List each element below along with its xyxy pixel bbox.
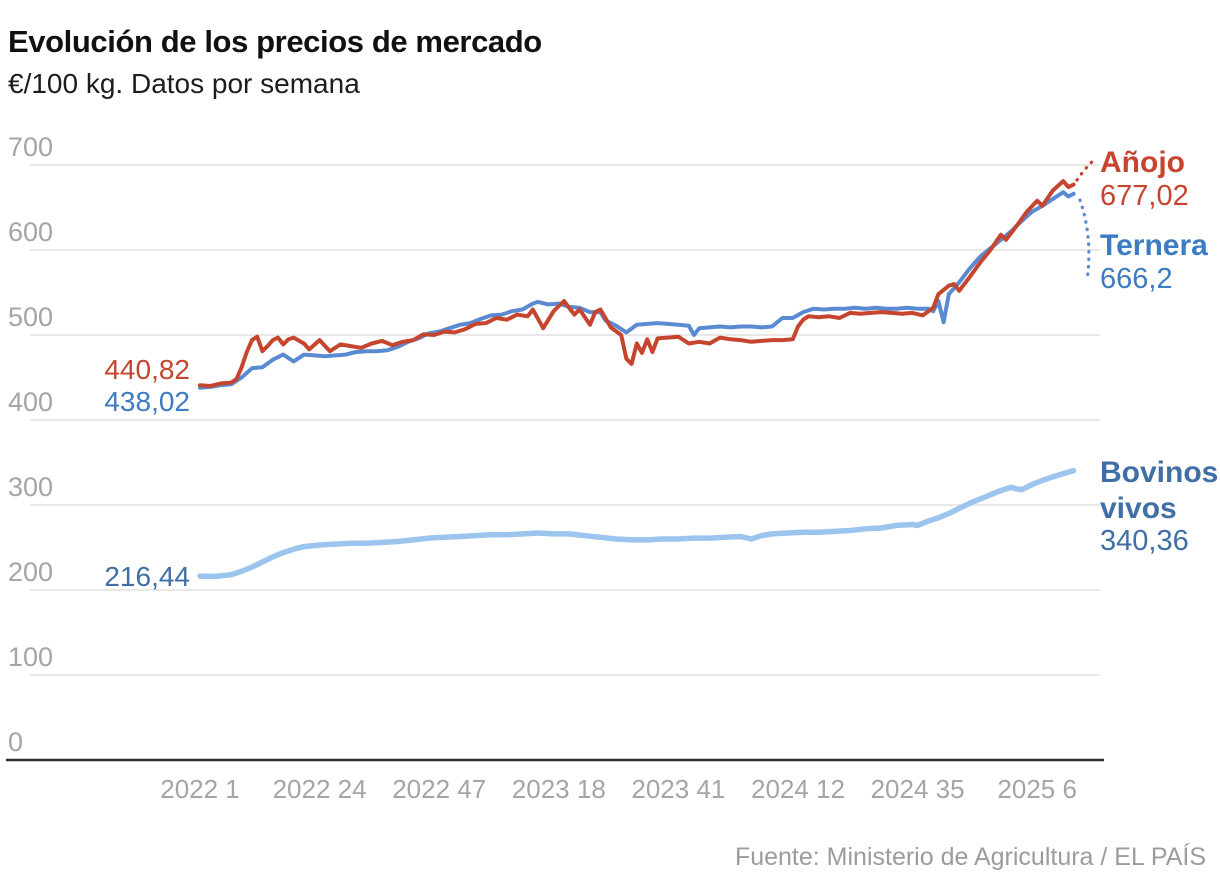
chart-subtitle: €/100 kg. Datos por semana	[8, 68, 360, 99]
x-axis-label: 2022 47	[392, 774, 487, 804]
chart-title: Evolución de los precios de mercado	[8, 24, 542, 59]
y-axis-label: 0	[8, 727, 24, 757]
ternera-series-label: Ternera	[1100, 229, 1208, 262]
bovinos-start-value: 216,44	[104, 561, 190, 592]
y-axis-label: 400	[8, 387, 54, 417]
x-axis-label: 2025 6	[997, 774, 1077, 804]
x-axis-label: 2024 35	[870, 774, 965, 804]
x-axis-label: 2023 18	[511, 774, 606, 804]
x-axis-label: 2023 41	[631, 774, 726, 804]
y-axis-label: 200	[8, 557, 54, 587]
x-axis-label: 2022 1	[160, 774, 240, 804]
anojo-series-label: Añojo	[1100, 146, 1185, 179]
anojo-end-value: 677,02	[1100, 180, 1189, 212]
y-axis-label: 300	[8, 472, 54, 502]
bovinos-series-label: Bovinos vivos	[1100, 456, 1219, 525]
y-axis-label: 500	[8, 302, 54, 332]
ternera-end-value: 666,2	[1100, 263, 1173, 295]
bovinos-end-value: 340,36	[1100, 525, 1189, 557]
source-credit: Fuente: Ministerio de Agricultura / EL P…	[734, 843, 1206, 871]
anojo-start-value: 440,82	[104, 354, 190, 385]
y-axis-label: 100	[8, 642, 54, 672]
y-axis-label: 600	[8, 217, 54, 247]
y-axis-label: 700	[8, 132, 54, 162]
x-axis-label: 2022 24	[272, 774, 367, 804]
ternera-start-value: 438,02	[104, 386, 190, 417]
x-axis-label: 2024 12	[751, 774, 845, 804]
